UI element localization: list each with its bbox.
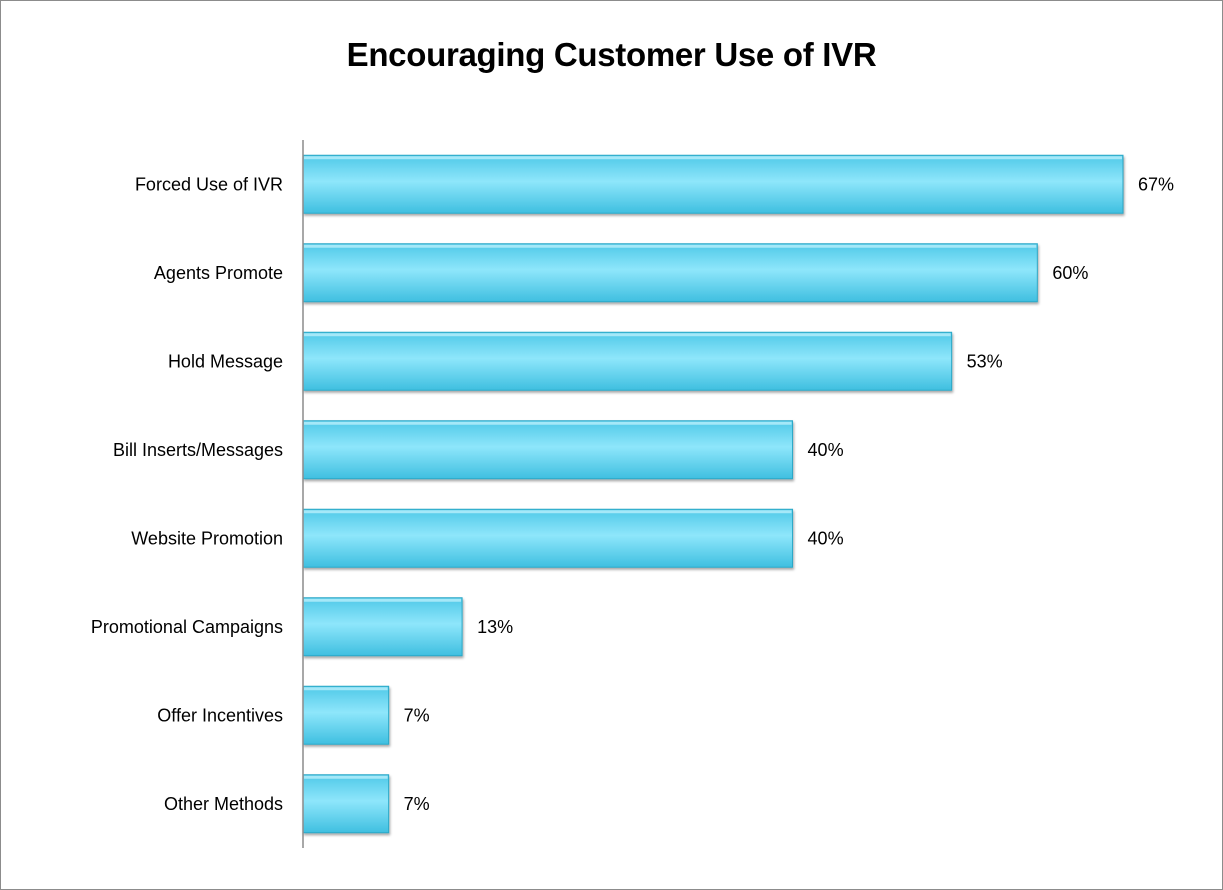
value-label-4: 40% <box>808 528 844 548</box>
bar-highlight-4 <box>304 510 792 514</box>
category-label-0: Forced Use of IVR <box>135 174 283 194</box>
bar-highlight-3 <box>304 421 792 425</box>
chart-title: Encouraging Customer Use of IVR <box>346 36 877 73</box>
bar-5 <box>302 597 463 657</box>
bar-highlight-5 <box>304 598 462 602</box>
value-label-6: 7% <box>404 705 430 725</box>
value-label-2: 53% <box>967 351 1003 371</box>
value-label-0: 67% <box>1138 174 1174 194</box>
category-label-1: Agents Promote <box>154 263 283 283</box>
value-label-7: 7% <box>404 794 430 814</box>
bar-highlight-7 <box>304 775 388 779</box>
bar-0 <box>302 154 1124 214</box>
category-label-2: Hold Message <box>168 351 283 371</box>
bar-highlight-6 <box>304 687 388 691</box>
bar-highlight-1 <box>304 244 1037 248</box>
bar-2 <box>302 331 953 391</box>
value-label-1: 60% <box>1052 263 1088 283</box>
category-label-7: Other Methods <box>164 794 283 814</box>
bar-highlight-2 <box>304 333 951 337</box>
value-label-5: 13% <box>477 617 513 637</box>
bar-highlight-0 <box>304 156 1122 160</box>
value-label-3: 40% <box>808 440 844 460</box>
bar-4 <box>302 508 794 568</box>
bar-1 <box>302 243 1038 303</box>
bar-6 <box>302 685 390 745</box>
category-label-5: Promotional Campaigns <box>91 617 283 637</box>
bar-7 <box>302 774 390 834</box>
category-label-3: Bill Inserts/Messages <box>113 440 283 460</box>
category-label-6: Offer Incentives <box>157 705 283 725</box>
bar-3 <box>302 420 794 480</box>
category-label-4: Website Promotion <box>131 528 283 548</box>
